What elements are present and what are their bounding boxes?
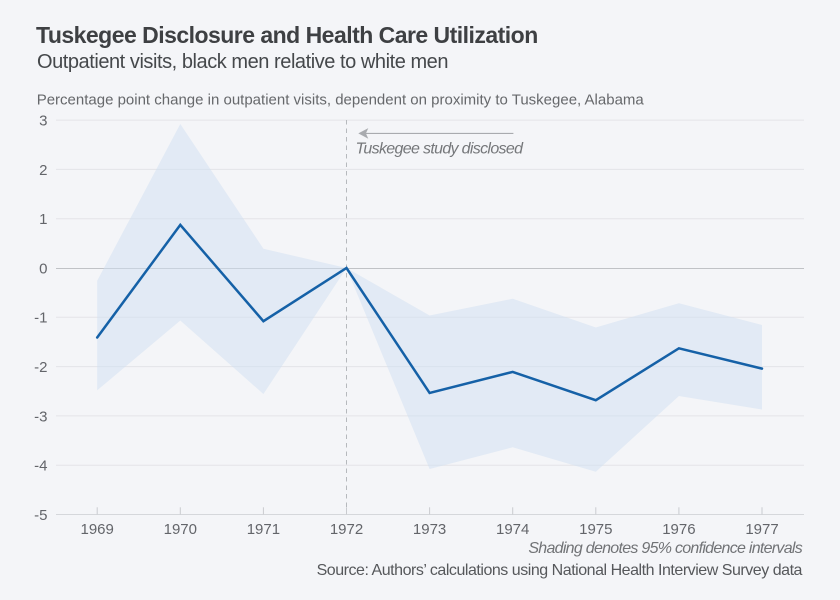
svg-text:1972: 1972: [330, 521, 363, 538]
svg-text:-2: -2: [34, 359, 47, 376]
svg-text:-1: -1: [34, 310, 47, 327]
svg-text:Outpatient visits, black men r: Outpatient visits, black men relative to…: [37, 51, 448, 73]
svg-text:1969: 1969: [81, 521, 114, 538]
svg-text:-5: -5: [34, 507, 47, 524]
svg-text:1976: 1976: [662, 521, 695, 538]
svg-text:1977: 1977: [745, 521, 778, 538]
svg-text:1973: 1973: [413, 521, 446, 538]
svg-text:Shading denotes 95% confidence: Shading denotes 95% confidence intervals: [528, 540, 802, 557]
svg-text:1: 1: [39, 211, 47, 228]
svg-text:-3: -3: [34, 408, 47, 425]
svg-text:1975: 1975: [579, 521, 612, 538]
svg-text:1971: 1971: [247, 521, 280, 538]
svg-text:0: 0: [39, 260, 47, 277]
svg-text:Tuskegee study disclosed: Tuskegee study disclosed: [356, 140, 525, 157]
svg-text:1970: 1970: [164, 521, 197, 538]
svg-text:Percentage point change in out: Percentage point change in outpatient vi…: [37, 91, 645, 108]
svg-text:-4: -4: [34, 458, 47, 475]
svg-text:Tuskegee Disclosure and Health: Tuskegee Disclosure and Health Care Util…: [36, 22, 538, 48]
svg-text:1974: 1974: [496, 521, 529, 538]
svg-text:2: 2: [39, 162, 47, 179]
svg-text:3: 3: [39, 113, 47, 130]
svg-text:Source: Authors’ calculations: Source: Authors’ calculations using Nati…: [317, 562, 803, 579]
